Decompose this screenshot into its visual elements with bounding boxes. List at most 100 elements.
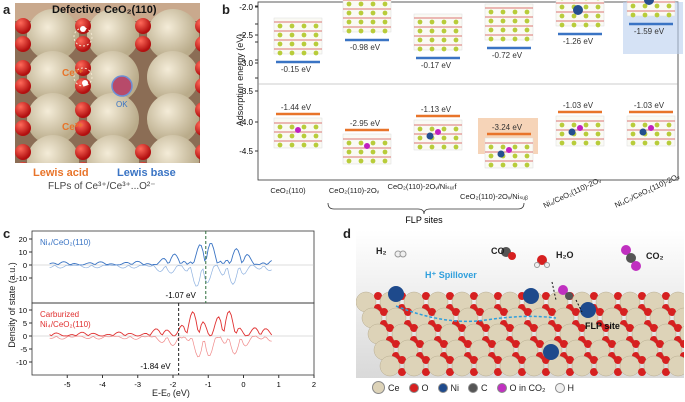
o-atom	[75, 144, 91, 160]
o-atom	[440, 340, 448, 348]
ce-site	[500, 36, 506, 42]
o-atom	[650, 324, 658, 332]
ce-site	[382, 158, 388, 164]
o-atom	[75, 60, 91, 76]
ce-site	[630, 140, 636, 146]
b-lower-value: -2.95 eV	[350, 119, 381, 128]
o-atom	[195, 144, 200, 160]
ce-site	[313, 124, 319, 130]
ce-atom	[27, 9, 79, 61]
ce-atom	[147, 135, 199, 163]
ce-site	[524, 27, 530, 33]
panel-a-letter: a	[3, 2, 11, 17]
o-atom	[75, 102, 91, 118]
legend-label: Ce	[388, 382, 400, 393]
b-structure-lower	[484, 137, 534, 169]
ce-site	[642, 12, 648, 18]
ce-site	[358, 1, 364, 7]
ni-atom	[568, 128, 576, 136]
c-top-spin-down	[49, 264, 272, 287]
o-atom	[566, 356, 574, 364]
ce-site	[654, 122, 660, 128]
ce-atom	[27, 93, 79, 145]
ce-site	[571, 122, 577, 128]
ce-site	[453, 19, 459, 25]
o-atom	[662, 292, 670, 300]
ce-site	[654, 12, 660, 18]
ce-atom	[673, 307, 684, 329]
ce-site	[512, 144, 518, 150]
ce-site	[500, 18, 506, 24]
o-atom	[614, 292, 622, 300]
o-atom	[422, 368, 430, 376]
c-xtick-label: -1	[205, 380, 212, 389]
o-atom	[470, 356, 478, 364]
o-atom	[554, 324, 562, 332]
o-atom	[578, 324, 586, 332]
b-lower-value: -1.44 eV	[281, 103, 312, 112]
ce-atom	[403, 355, 425, 377]
ce-site	[441, 135, 447, 141]
b-upper-value: -0.17 eV	[421, 61, 452, 70]
ce-site	[313, 50, 319, 56]
b-structure-upper	[626, 0, 676, 18]
o-atom	[470, 292, 478, 300]
o-atom	[590, 368, 598, 376]
c-top-spin-up	[49, 243, 272, 266]
legend-item: Ce	[372, 381, 400, 394]
ce-atom	[147, 9, 199, 61]
c-bottom-label-2: Ni₄/CeO₂(110)	[40, 320, 91, 329]
ce-site	[666, 140, 672, 146]
ce-site	[559, 4, 565, 10]
legend-item: O	[408, 382, 429, 393]
o-atom	[632, 340, 640, 348]
adsorbed-co2-o	[558, 285, 568, 295]
ce-site	[358, 149, 364, 155]
b-lower-value: -1.03 eV	[634, 101, 665, 110]
ce-site	[346, 10, 352, 16]
ce-label-1: Ce³⁺	[62, 68, 84, 79]
ce-site	[441, 126, 447, 132]
ce-site	[417, 135, 423, 141]
ni-atom	[543, 344, 559, 360]
ce-site	[417, 19, 423, 25]
b-ytick-label: -3.0	[239, 59, 253, 68]
c-xtick-label: -3	[134, 380, 141, 389]
c-ytick-label: 10	[19, 248, 27, 257]
c-ytick-label: -10	[16, 358, 27, 367]
o-atom	[506, 324, 514, 332]
legend-swatch	[372, 381, 385, 394]
panel-d-letter: d	[343, 226, 351, 241]
c-xtick-label: -2	[170, 380, 177, 389]
ce-site	[277, 23, 283, 29]
ce-site	[429, 126, 435, 132]
legend-item: O in CO₂	[496, 382, 546, 393]
ce-site	[524, 36, 530, 42]
ce-site	[301, 142, 307, 148]
ce-site	[346, 149, 352, 155]
ce-site	[313, 32, 319, 38]
ce-site	[666, 12, 672, 18]
o-atom	[494, 292, 502, 300]
o-atom	[584, 340, 592, 348]
ce-site	[524, 162, 530, 168]
ce-site	[453, 135, 459, 141]
b-structure-upper	[342, 0, 392, 34]
o-atom	[392, 340, 400, 348]
b-ytick-label: -4.0	[239, 118, 253, 127]
ce-atom	[667, 355, 684, 377]
ce-atom	[571, 355, 593, 377]
ce-site	[313, 23, 319, 29]
ce-site	[417, 126, 423, 132]
ce-site	[571, 22, 577, 28]
ce-site	[313, 133, 319, 139]
o-atom	[446, 356, 454, 364]
o-atom	[195, 102, 200, 118]
ce-atom	[619, 355, 641, 377]
b-structure-lower	[626, 115, 676, 147]
o-atom	[75, 78, 91, 94]
ce-site	[512, 36, 518, 42]
o-atom	[482, 324, 490, 332]
ce-site	[429, 28, 435, 34]
b-category-label: CeO₂(110)-2Oᵥ/Niₛᵤᵦ	[460, 192, 528, 201]
